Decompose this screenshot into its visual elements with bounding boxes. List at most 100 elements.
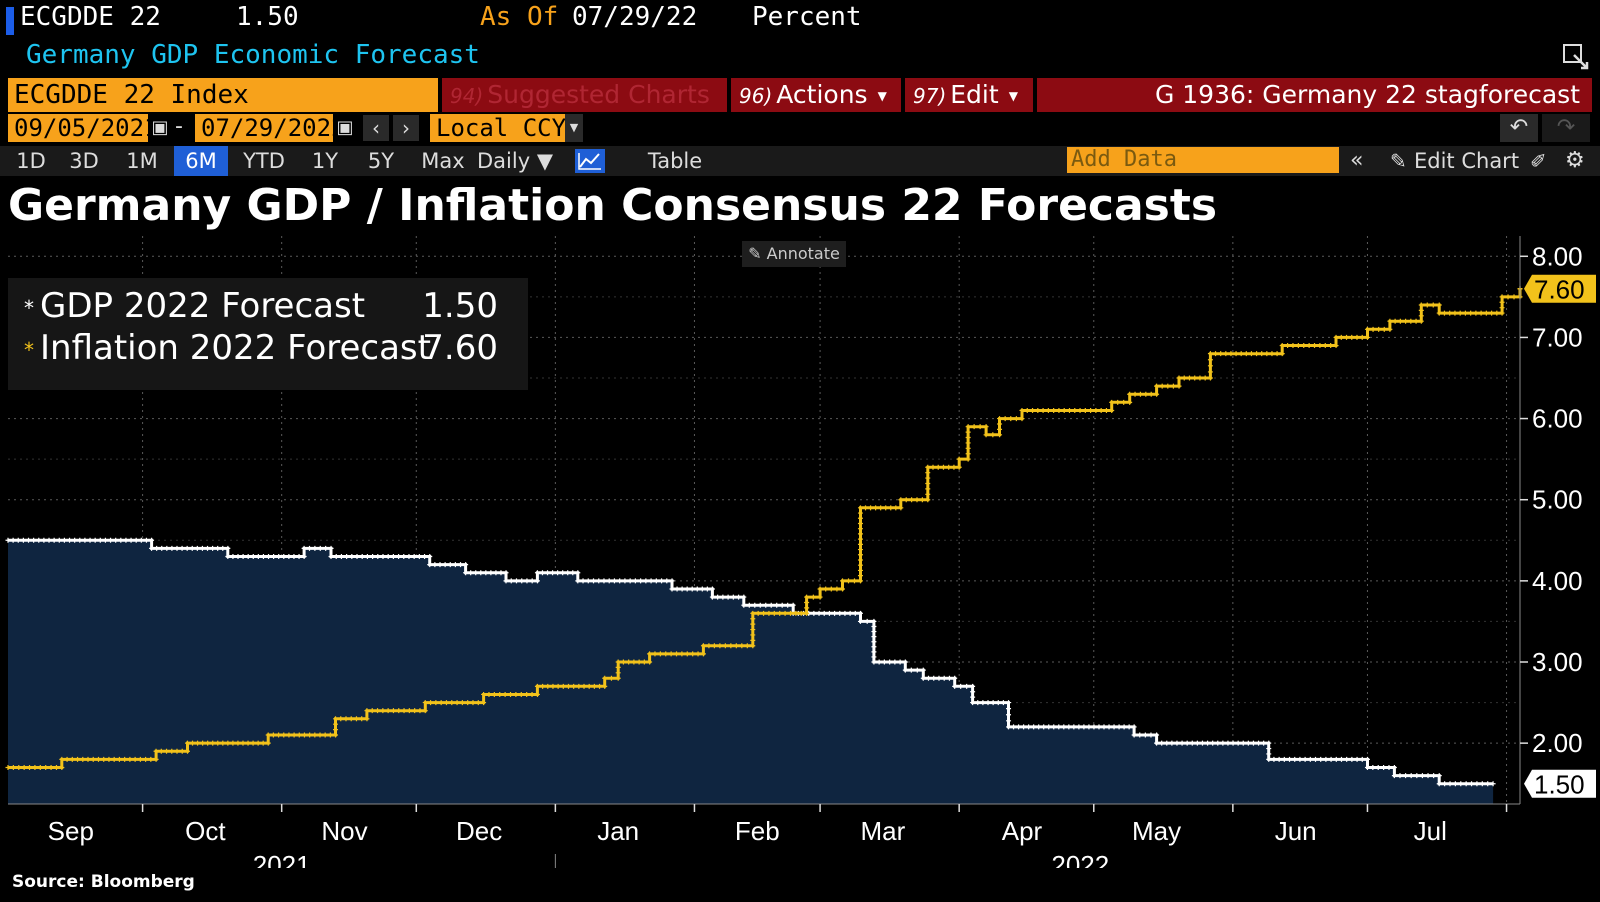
chevron-left-icon[interactable]: ‹ [363,115,389,141]
redo-icon[interactable]: ↷ [1542,114,1590,142]
series-marker [1468,310,1474,316]
series-marker [534,570,540,576]
series-marker [333,721,339,727]
expand-window-icon[interactable] [1561,42,1591,72]
range-button-6m[interactable]: 6M [174,146,228,176]
start-date-input[interactable]: 09/05/2021 [8,114,159,142]
series-marker [1344,756,1350,762]
series-marker [1391,764,1397,770]
series-marker [250,740,256,746]
calendar-icon[interactable]: ▣ [151,117,169,138]
series-marker [1307,756,1313,762]
gdp-area-fill [8,540,1494,804]
calendar-icon[interactable]: ▣ [336,117,354,138]
last-value-tag [1524,769,1596,798]
range-button-ytd[interactable]: YTD [243,149,285,173]
range-button-1d[interactable]: 1D [16,149,46,173]
range-button-1y[interactable]: 1Y [311,149,339,173]
series-marker [364,716,370,722]
series-marker [1164,740,1170,746]
range-button-3d[interactable]: 3D [69,149,99,173]
series-marker [174,545,180,551]
range-button-1m[interactable]: 1M [126,149,158,173]
range-button-max[interactable]: Max [421,149,465,173]
actions-menu-button[interactable]: 96) Actions ▼ [731,78,901,112]
series-marker [643,578,649,584]
chevron-right-icon[interactable]: › [393,115,419,141]
series-marker [1397,773,1403,779]
series-marker [1386,764,1392,770]
end-date-input[interactable]: 07/29/2022 [195,114,346,142]
series-marker [82,537,88,543]
series-marker [488,570,494,576]
suggested-charts-button[interactable]: 94) Suggested Charts [442,78,727,112]
series-marker [997,416,1003,422]
series-marker [1238,351,1244,357]
series-marker [741,602,747,608]
annotate-button[interactable]: ✎ Annotate [742,241,846,267]
security-input[interactable]: ECGDDE 22 Index [8,78,438,112]
add-data-input[interactable]: Add Data [1067,147,1339,173]
legend-item-gdp[interactable]: * GDP 2022 Forecast 1.50 [24,286,514,326]
series-marker [871,659,877,665]
series-marker [571,683,577,689]
series-marker [417,708,423,714]
suggested-number: 94) [450,84,484,108]
series-marker [826,610,832,616]
series-marker [195,740,201,746]
edit-chart-button[interactable]: Edit Chart [1414,149,1520,173]
series-marker [80,756,86,762]
series-marker [90,756,96,762]
series-marker [1137,391,1143,397]
series-marker [143,537,149,543]
edit-menu-button[interactable]: 97) Edit ▼ [905,78,1033,112]
series-marker [887,659,893,665]
frequency-select[interactable]: Daily ▼ [477,149,553,173]
undo-icon[interactable]: ↶ [1500,114,1538,142]
series-marker [631,659,637,665]
series-marker [857,562,863,568]
ticker-symbol[interactable]: ECGDDE 22 [20,2,161,32]
series-marker [348,716,354,722]
edit-style-icon[interactable]: ✐ [1530,149,1547,173]
currency-select[interactable]: Local CCY [430,114,568,142]
series-marker [684,586,690,592]
series-marker [1051,407,1057,413]
series-marker [626,659,632,665]
series-marker [736,594,742,600]
series-marker [1457,310,1463,316]
series-marker [159,545,165,551]
series-marker [1061,724,1067,730]
series-marker [881,659,887,665]
series-marker [1199,740,1205,746]
series-marker [674,651,680,657]
series-marker [312,732,318,738]
x-tick-label: Dec [456,816,502,846]
range-button-5y[interactable]: 5Y [367,149,395,173]
gear-icon[interactable]: ⚙ [1565,148,1585,173]
series-marker [785,602,791,608]
legend-item-inflation[interactable]: * Inflation 2022 Forecast 7.60 [24,328,514,368]
series-marker [1116,724,1122,730]
series-marker [871,654,877,660]
series-marker [132,756,138,762]
pencil-icon[interactable]: ✎ [1390,149,1407,173]
series-marker [123,537,129,543]
line-chart-icon[interactable] [575,149,605,173]
series-marker [782,610,788,616]
chevron-down-icon[interactable]: ▼ [565,114,583,142]
series-marker [1333,334,1339,340]
series-marker [189,545,195,551]
table-button[interactable]: Table [647,149,703,173]
collapse-icon[interactable]: « [1350,148,1364,173]
series-marker [1143,391,1149,397]
series-marker [560,570,566,576]
series-marker [1490,781,1496,787]
series-marker [597,683,603,689]
series-marker [380,554,386,560]
series-marker [1082,407,1088,413]
series-marker [359,716,365,722]
series-marker [210,740,216,746]
series-marker [1279,343,1285,349]
